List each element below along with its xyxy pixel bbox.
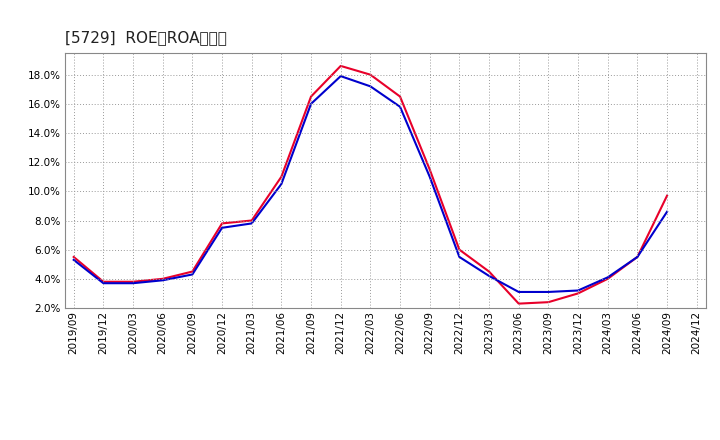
ROA xyxy=(366,84,374,89)
ROE xyxy=(455,247,464,252)
Line: ROE: ROE xyxy=(73,66,667,304)
ROE xyxy=(366,72,374,77)
ROA xyxy=(514,290,523,295)
ROE xyxy=(633,254,642,260)
ROA xyxy=(485,273,493,279)
ROE xyxy=(277,174,286,180)
ROA xyxy=(277,181,286,187)
ROE xyxy=(307,94,315,99)
ROA xyxy=(188,272,197,277)
Text: [5729]  ROE、ROAの推移: [5729] ROE、ROAの推移 xyxy=(65,29,227,45)
ROA xyxy=(426,174,434,180)
ROE xyxy=(129,279,138,284)
ROE xyxy=(426,167,434,172)
ROA xyxy=(603,275,612,280)
ROE xyxy=(248,218,256,223)
ROA xyxy=(336,73,345,79)
ROE xyxy=(514,301,523,306)
ROA xyxy=(69,257,78,263)
ROA xyxy=(99,281,108,286)
ROA xyxy=(217,225,226,231)
ROE xyxy=(336,63,345,69)
ROE xyxy=(99,279,108,284)
ROA xyxy=(455,254,464,260)
ROA xyxy=(396,104,405,110)
ROA xyxy=(307,101,315,106)
ROA xyxy=(158,278,167,283)
ROA xyxy=(129,281,138,286)
ROE xyxy=(69,254,78,260)
Line: ROA: ROA xyxy=(73,76,667,292)
ROE xyxy=(188,269,197,274)
ROA xyxy=(633,254,642,260)
ROE xyxy=(603,276,612,282)
ROE xyxy=(396,94,405,99)
ROE xyxy=(485,269,493,274)
ROE xyxy=(158,276,167,282)
ROE xyxy=(544,300,553,305)
ROA xyxy=(662,209,671,214)
ROE xyxy=(574,291,582,296)
ROA xyxy=(248,221,256,226)
ROE xyxy=(662,193,671,198)
ROA xyxy=(574,288,582,293)
ROA xyxy=(544,290,553,295)
ROE xyxy=(217,221,226,226)
